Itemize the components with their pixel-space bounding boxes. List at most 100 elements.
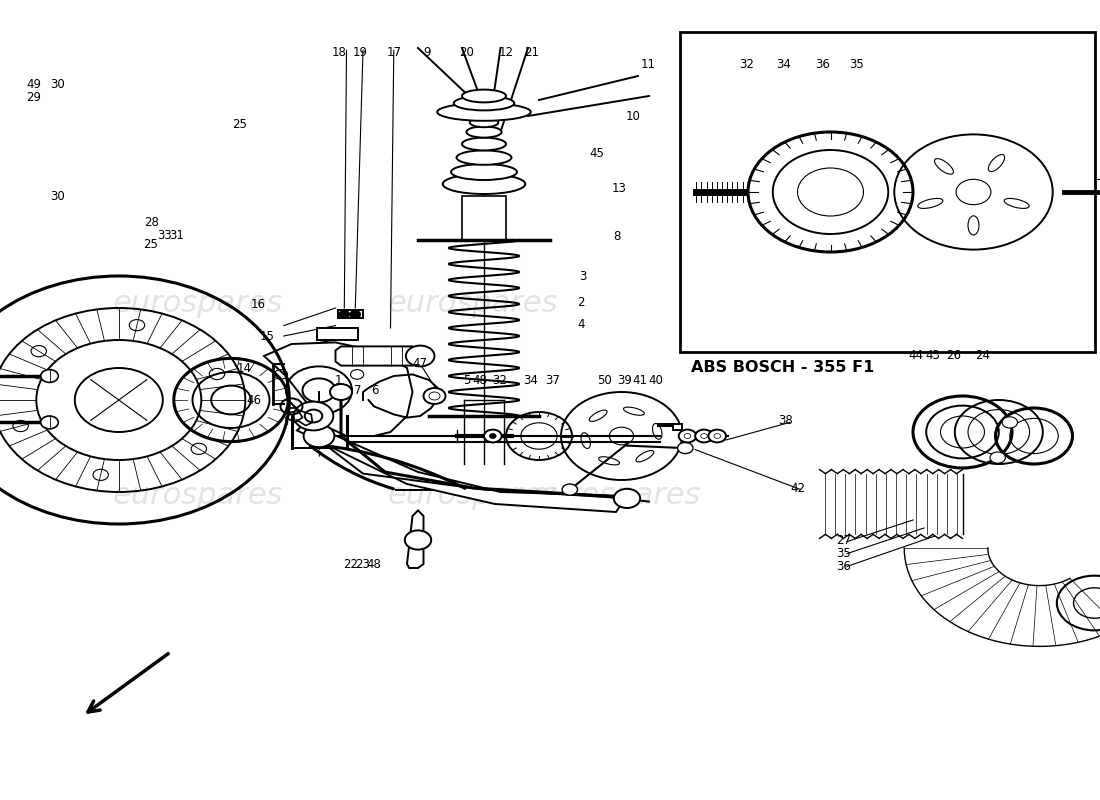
Ellipse shape [466, 126, 502, 138]
Text: 12: 12 [498, 46, 514, 58]
Text: eurospares: eurospares [113, 290, 283, 318]
Polygon shape [338, 310, 363, 318]
Text: 48: 48 [472, 374, 487, 386]
Text: 32: 32 [492, 374, 507, 386]
Text: 37: 37 [544, 374, 560, 386]
Circle shape [405, 530, 431, 550]
Text: 3: 3 [580, 270, 586, 282]
Text: 4: 4 [578, 318, 584, 330]
Bar [680, 32, 1094, 352]
Text: 41: 41 [632, 374, 648, 386]
Circle shape [305, 410, 322, 422]
Text: 18: 18 [331, 46, 346, 58]
Circle shape [562, 484, 578, 495]
Text: 42: 42 [790, 482, 805, 494]
Text: 9: 9 [424, 46, 430, 58]
Text: 14: 14 [236, 362, 252, 374]
Circle shape [708, 430, 726, 442]
Circle shape [990, 452, 1005, 463]
Text: 34: 34 [776, 58, 791, 70]
Text: 7: 7 [354, 384, 361, 397]
Text: 47: 47 [412, 358, 428, 370]
Polygon shape [264, 342, 412, 436]
Text: 20: 20 [459, 46, 474, 58]
Text: ABS BOSCH - 355 F1: ABS BOSCH - 355 F1 [691, 360, 874, 375]
Text: 35: 35 [836, 547, 851, 560]
Text: 31: 31 [169, 229, 185, 242]
Text: 36: 36 [836, 560, 851, 573]
Polygon shape [336, 346, 418, 366]
Polygon shape [317, 328, 358, 340]
Circle shape [330, 384, 352, 400]
Text: 24: 24 [975, 350, 990, 362]
Text: 6: 6 [372, 384, 378, 397]
Circle shape [484, 430, 502, 442]
Text: 32: 32 [739, 58, 755, 70]
Text: eurospares: eurospares [531, 482, 701, 510]
Ellipse shape [462, 138, 506, 150]
Ellipse shape [442, 174, 526, 194]
Bar [462, 196, 506, 240]
Text: eurospares: eurospares [388, 482, 558, 510]
Text: 10: 10 [626, 110, 641, 122]
Text: 22: 22 [343, 558, 359, 570]
Text: 33: 33 [157, 229, 173, 242]
Text: 49: 49 [26, 78, 42, 90]
Text: 5: 5 [463, 374, 470, 386]
Ellipse shape [438, 103, 530, 121]
Text: 29: 29 [26, 91, 42, 104]
Text: 46: 46 [246, 394, 262, 406]
Text: 17: 17 [386, 46, 402, 58]
Text: 23: 23 [355, 558, 371, 570]
Text: 28: 28 [144, 216, 159, 229]
Text: 15: 15 [260, 330, 275, 342]
Ellipse shape [462, 90, 506, 102]
Text: eurospares: eurospares [388, 290, 558, 318]
Text: 16: 16 [251, 298, 266, 310]
Circle shape [406, 346, 434, 366]
Ellipse shape [456, 150, 512, 165]
Text: 1: 1 [336, 374, 342, 386]
Circle shape [490, 434, 496, 438]
Circle shape [350, 310, 361, 318]
Text: 48: 48 [366, 558, 382, 570]
Text: 19: 19 [352, 46, 367, 58]
Text: 26: 26 [946, 350, 961, 362]
Text: 43: 43 [925, 350, 940, 362]
Circle shape [679, 430, 696, 442]
Text: 44: 44 [909, 350, 924, 362]
Text: 21: 21 [524, 46, 539, 58]
Circle shape [614, 489, 640, 508]
Circle shape [695, 430, 713, 442]
Circle shape [294, 402, 333, 430]
Text: 2: 2 [578, 296, 584, 309]
Ellipse shape [451, 164, 517, 180]
Ellipse shape [453, 96, 515, 110]
Ellipse shape [470, 118, 498, 127]
Polygon shape [407, 510, 424, 568]
Text: 30: 30 [50, 190, 65, 202]
Circle shape [41, 416, 58, 429]
Circle shape [1002, 417, 1018, 428]
Text: 34: 34 [522, 374, 538, 386]
Circle shape [41, 370, 58, 382]
Circle shape [678, 442, 693, 454]
Text: 13: 13 [612, 182, 627, 194]
Text: 25: 25 [143, 238, 158, 250]
Text: 30: 30 [50, 78, 65, 90]
Polygon shape [297, 422, 627, 512]
Text: 25: 25 [232, 118, 248, 130]
Circle shape [304, 425, 334, 447]
Text: 39: 39 [617, 374, 632, 386]
Circle shape [339, 310, 350, 318]
Text: 11: 11 [640, 58, 656, 70]
Text: 8: 8 [614, 230, 620, 242]
Text: 36: 36 [815, 58, 830, 70]
Circle shape [424, 388, 446, 404]
Text: 35: 35 [849, 58, 865, 70]
Polygon shape [658, 424, 682, 430]
Text: 45: 45 [590, 147, 605, 160]
Text: 27: 27 [836, 534, 851, 546]
Text: 38: 38 [778, 414, 793, 426]
Text: 40: 40 [648, 374, 663, 386]
